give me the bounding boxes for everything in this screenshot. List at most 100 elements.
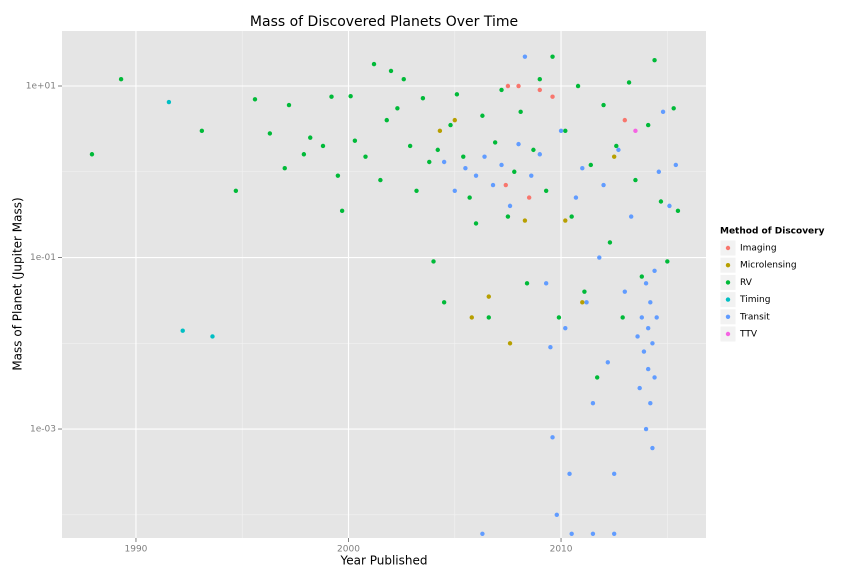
point <box>301 152 307 157</box>
point <box>461 154 466 159</box>
legend-label: TTV <box>739 330 758 340</box>
point <box>633 128 638 134</box>
point <box>395 106 400 111</box>
point <box>654 315 659 320</box>
point <box>118 77 124 82</box>
point <box>648 401 653 406</box>
point <box>594 375 600 380</box>
point <box>660 109 666 115</box>
point <box>590 401 596 406</box>
x-axis-label: Year Published <box>340 554 428 568</box>
point <box>448 122 453 128</box>
y-axis-label: Mass of Planet (Jupiter Mass) <box>11 197 25 370</box>
point <box>675 208 681 214</box>
point <box>512 169 517 174</box>
point <box>499 87 504 93</box>
point <box>667 203 672 209</box>
legend-label: Timing <box>739 295 770 305</box>
point <box>665 259 670 264</box>
point <box>637 385 642 391</box>
point <box>575 83 581 89</box>
point <box>633 177 638 183</box>
point <box>441 300 447 305</box>
legend-marker <box>725 331 731 337</box>
point <box>588 162 594 168</box>
point <box>643 426 649 432</box>
point <box>616 147 621 153</box>
point <box>480 113 485 118</box>
point <box>463 166 468 171</box>
point <box>233 188 239 193</box>
point <box>620 315 625 320</box>
point <box>626 80 632 85</box>
point <box>348 94 353 99</box>
point <box>648 300 653 305</box>
point <box>407 143 413 149</box>
point <box>166 99 172 105</box>
point <box>569 214 574 219</box>
point <box>543 281 549 286</box>
point <box>503 182 508 188</box>
point <box>656 169 662 174</box>
point <box>628 214 634 219</box>
point <box>601 102 606 108</box>
point <box>622 117 628 123</box>
point <box>639 274 645 279</box>
point <box>452 188 457 193</box>
point <box>611 531 617 536</box>
point <box>308 135 313 140</box>
point <box>320 143 326 149</box>
point <box>180 328 185 333</box>
point <box>335 173 341 178</box>
point <box>339 208 345 214</box>
point <box>580 166 585 171</box>
point <box>635 334 640 339</box>
point <box>650 341 655 346</box>
legend-marker <box>725 245 731 251</box>
point <box>507 341 513 346</box>
point <box>441 159 447 165</box>
point <box>252 97 258 102</box>
point <box>582 289 587 294</box>
point <box>652 268 657 273</box>
legend-marker <box>725 297 731 302</box>
point <box>569 531 574 536</box>
point <box>454 92 460 97</box>
point <box>550 54 555 59</box>
point <box>554 512 559 517</box>
point <box>622 289 628 294</box>
point <box>452 117 457 123</box>
point <box>467 195 472 200</box>
point <box>605 360 611 365</box>
point <box>580 300 585 305</box>
chart-title: Mass of Discovered Planets Over Time <box>250 14 518 30</box>
point <box>658 199 664 204</box>
point <box>529 173 534 178</box>
point <box>329 94 334 99</box>
point <box>518 109 523 115</box>
legend-label: Imaging <box>740 244 777 254</box>
x-tick-label: 2000 <box>337 545 360 555</box>
y-tick-label: 1e-01 <box>30 253 56 263</box>
point <box>573 195 579 200</box>
point <box>286 102 292 108</box>
point <box>537 152 542 157</box>
x-tick-label: 1990 <box>125 545 148 555</box>
point <box>556 315 562 320</box>
point <box>550 94 555 99</box>
y-tick-label: 1e-03 <box>30 425 56 435</box>
point <box>645 366 651 372</box>
point <box>645 325 651 331</box>
point <box>522 218 528 223</box>
point <box>210 334 215 339</box>
legend-label: Transit <box>739 312 770 322</box>
point <box>267 131 273 136</box>
point <box>89 152 95 157</box>
point <box>480 531 485 536</box>
point <box>558 128 564 134</box>
point <box>526 195 532 200</box>
point <box>499 162 504 168</box>
point <box>384 117 389 123</box>
point <box>543 188 549 193</box>
